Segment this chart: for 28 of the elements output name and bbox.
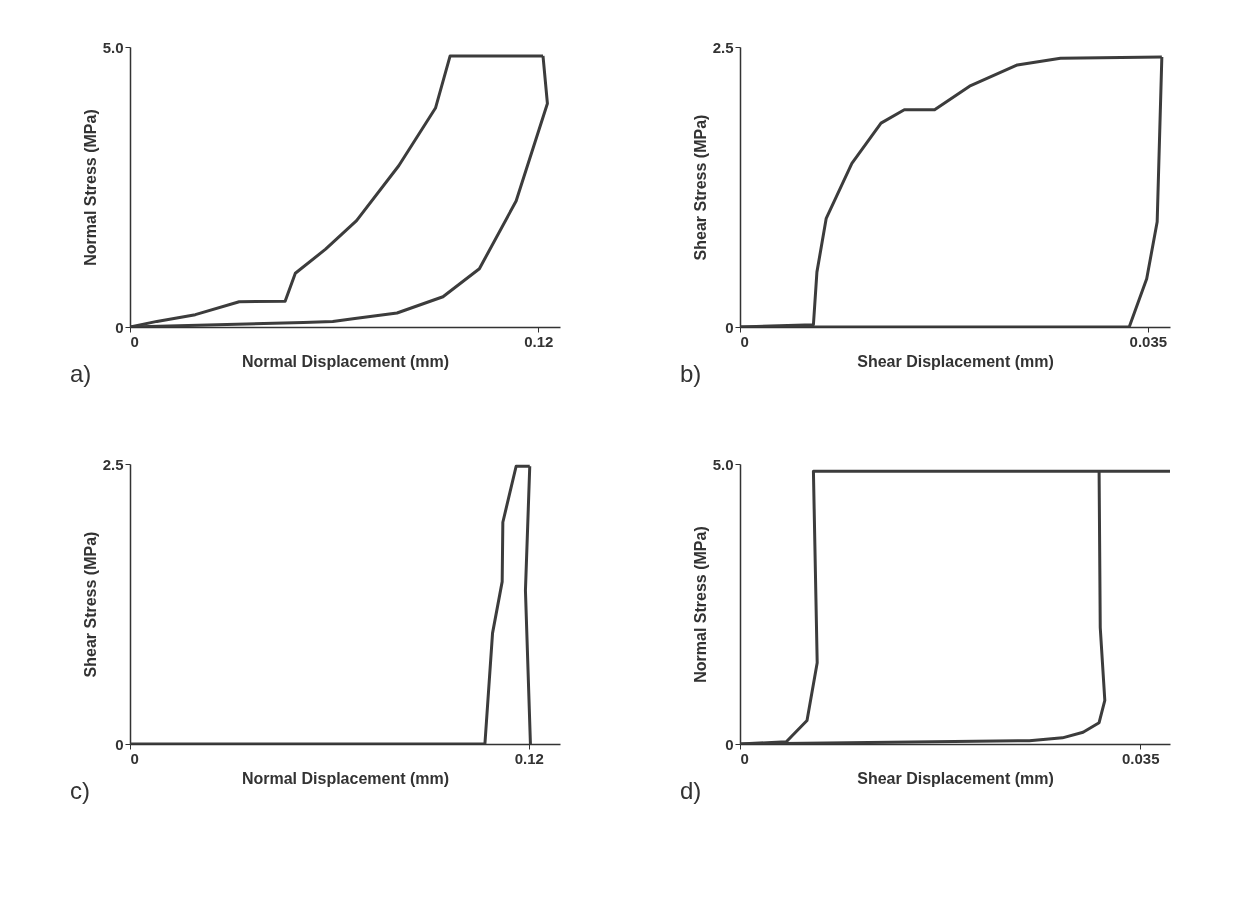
y-tick-label: 0 — [725, 318, 734, 336]
y-tick-label: 0 — [115, 735, 124, 753]
y-tick-label: 0 — [725, 735, 734, 753]
x-tick-label: 0 — [130, 332, 139, 350]
x-tick-label: 0.035 — [1129, 332, 1168, 350]
x-axis-title: Normal Displacement (mm) — [241, 769, 450, 787]
y-tick-label: 0 — [115, 318, 124, 336]
y-axis-title: Shear Stress (MPa) — [691, 114, 709, 261]
x-tick-label: 0 — [740, 749, 749, 767]
y-axis-title: Shear Stress (MPa) — [81, 531, 99, 678]
x-axis-title: Shear Displacement (mm) — [857, 352, 1054, 370]
x-axis-title: Shear Displacement (mm) — [857, 769, 1054, 787]
y-axis-title: Normal Stress (MPa) — [691, 526, 709, 683]
y-tick-label: 5.0 — [102, 38, 124, 56]
y-axis-title: Normal Stress (MPa) — [81, 109, 99, 266]
y-tick-label: 2.5 — [102, 455, 124, 473]
x-tick-label: 0 — [130, 749, 139, 767]
x-tick-label: 0 — [740, 332, 749, 350]
text: c) — [70, 777, 90, 804]
x-axis-title: Normal Displacement (mm) — [241, 352, 450, 370]
x-tick-label: 0.035 — [1121, 749, 1160, 767]
y-tick-label: 5.0 — [712, 455, 734, 473]
text: a) — [70, 360, 92, 387]
y-tick-label: 2.5 — [712, 38, 734, 56]
text: d) — [680, 777, 702, 804]
text: b) — [680, 360, 702, 387]
x-tick-label: 0.12 — [514, 749, 544, 767]
x-tick-label: 0.12 — [524, 332, 554, 350]
